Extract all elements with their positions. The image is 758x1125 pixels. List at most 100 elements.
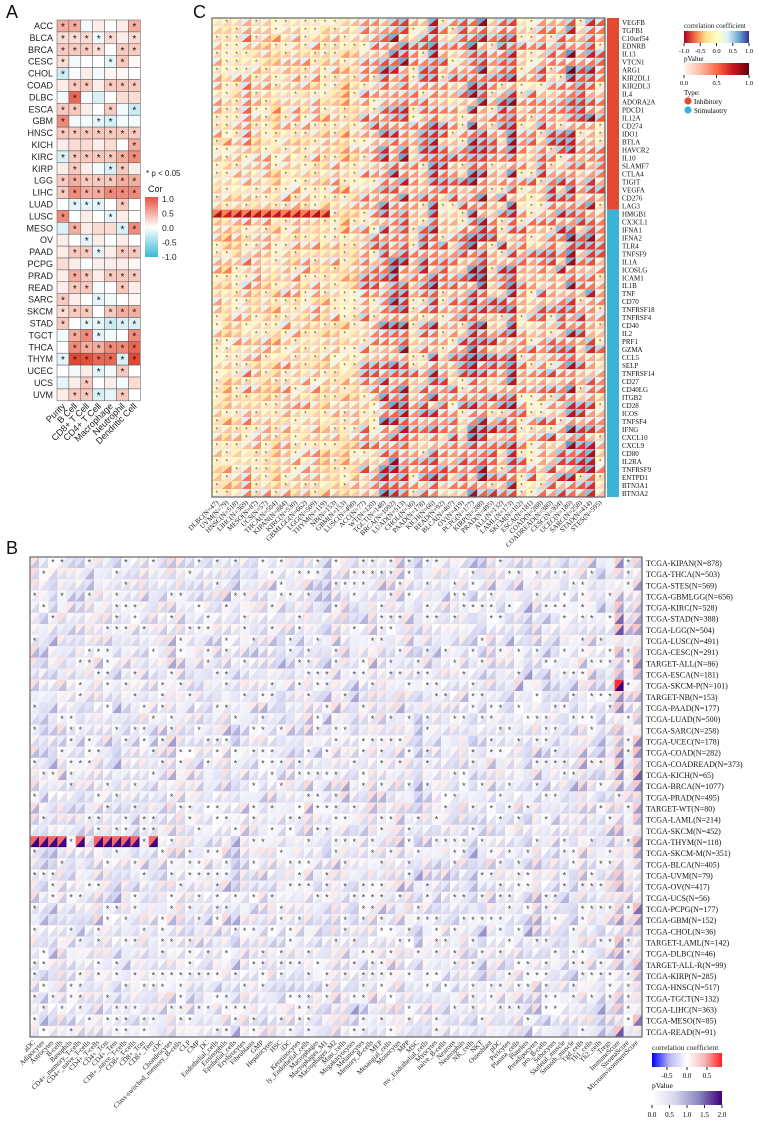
correlation-triangle xyxy=(536,41,547,50)
significance-star: * xyxy=(363,43,366,50)
correlation-triangle xyxy=(280,33,291,42)
correlation-triangle xyxy=(388,65,399,74)
pvalue-triangle xyxy=(231,49,242,58)
pvalue-triangle xyxy=(398,33,409,42)
significance-star: * xyxy=(314,51,317,58)
significance-star: * xyxy=(275,19,278,26)
pvalue-triangle xyxy=(565,49,576,58)
significance-star: * xyxy=(97,189,101,200)
significance-star: * xyxy=(225,43,228,50)
significance-star: * xyxy=(132,248,136,259)
panel-label-b: B xyxy=(6,538,19,558)
pvalue-triangle xyxy=(585,57,596,66)
correlation-triangle xyxy=(221,25,232,34)
correlation-triangle xyxy=(565,41,576,50)
pvalue-triangle xyxy=(300,57,311,66)
correlation-triangle xyxy=(320,49,330,58)
pvalue-triangle xyxy=(477,33,488,42)
heatmap-cell xyxy=(68,293,82,306)
heatmap-cell xyxy=(128,55,141,68)
pvalue-triangle xyxy=(585,25,596,34)
pvalue-triangle xyxy=(310,25,321,34)
pvalue-triangle xyxy=(280,65,291,74)
significance-star: * xyxy=(235,35,238,42)
correlation-triangle xyxy=(388,41,399,50)
significance-star: * xyxy=(451,59,454,66)
pvalue-triangle xyxy=(447,25,458,34)
significance-star: * xyxy=(97,391,101,402)
correlation-triangle xyxy=(585,33,596,42)
pvalue-triangle xyxy=(290,18,301,26)
correlation-triangle xyxy=(270,49,281,58)
correlation-triangle xyxy=(388,57,399,66)
correlation-triangle xyxy=(369,41,380,50)
pvalue-triangle xyxy=(290,49,301,58)
significance-star: * xyxy=(85,189,89,200)
correlation-triangle xyxy=(300,41,311,50)
correlation-triangle xyxy=(437,25,448,34)
correlation-triangle xyxy=(546,49,556,58)
correlation-triangle xyxy=(320,65,330,74)
pvalue-triangle xyxy=(457,49,468,58)
significance-star: * xyxy=(73,201,77,212)
pvalue-triangle xyxy=(231,25,242,34)
pvalue-triangle xyxy=(329,57,340,66)
correlation-triangle xyxy=(310,57,321,66)
significance-star: * xyxy=(97,129,101,140)
correlation-triangle xyxy=(496,65,507,74)
pvalue-triangle xyxy=(339,57,350,66)
heatmap-cell xyxy=(80,222,93,235)
legend-title: Cor xyxy=(148,184,163,194)
pvalue-triangle xyxy=(261,49,271,58)
pvalue-triangle xyxy=(516,18,527,26)
correlation-triangle xyxy=(369,57,380,66)
correlation-triangle xyxy=(585,49,596,58)
significance-star: * xyxy=(61,117,65,128)
row-label: READ xyxy=(28,283,54,293)
panel-label-a: A xyxy=(6,2,19,22)
significance-star: * xyxy=(109,105,113,116)
pvalue-triangle xyxy=(280,33,291,42)
heatmap-cell xyxy=(104,222,117,235)
correlation-triangle xyxy=(261,49,271,58)
heatmap-cell xyxy=(80,67,93,80)
pvalue-triangle xyxy=(212,41,222,50)
pvalue-triangle xyxy=(359,33,370,42)
significance-star: * xyxy=(451,27,454,34)
row-label: KIRP xyxy=(32,164,53,174)
pvalue-triangle xyxy=(516,25,527,34)
pvalue-triangle xyxy=(546,57,556,66)
heatmap-cell xyxy=(116,293,129,306)
significance-star: * xyxy=(73,93,77,104)
pvalue-triangle xyxy=(516,57,527,66)
pvalue-triangle xyxy=(310,57,321,66)
significance-star: * xyxy=(265,67,268,74)
significance-star: * xyxy=(132,320,136,331)
pvalue-triangle xyxy=(437,49,448,58)
heatmap-cell xyxy=(128,210,141,223)
significance-star: * xyxy=(97,320,101,331)
pvalue-triangle xyxy=(526,41,537,50)
correlation-triangle xyxy=(526,41,537,50)
heatmap-cell xyxy=(104,364,117,378)
correlation-triangle xyxy=(270,41,281,50)
pvalue-triangle xyxy=(388,18,399,26)
significance-star: * xyxy=(235,59,238,66)
significance-star: * xyxy=(343,35,346,42)
significance-star: * xyxy=(120,82,124,93)
significance-star: * xyxy=(73,248,77,259)
pvalue-triangle xyxy=(595,57,605,66)
heatmap-cell xyxy=(68,233,82,247)
significance-star: * xyxy=(132,34,136,45)
correlation-triangle xyxy=(418,65,429,74)
pvalue-triangle xyxy=(280,41,291,50)
correlation-triangle xyxy=(270,25,281,34)
heatmap-cell xyxy=(80,114,93,128)
significance-star: * xyxy=(216,35,219,42)
correlation-triangle xyxy=(290,33,301,42)
pvalue-triangle xyxy=(506,49,517,58)
row-label: SARC xyxy=(28,295,54,305)
pvalue-triangle xyxy=(428,33,438,42)
correlation-triangle xyxy=(270,65,281,74)
pvalue-triangle xyxy=(310,18,321,26)
